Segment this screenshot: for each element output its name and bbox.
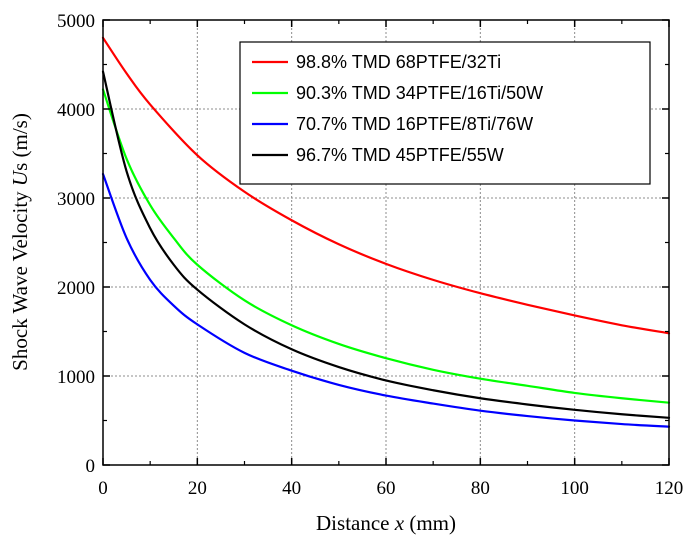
- x-tick-label: 100: [560, 478, 589, 499]
- x-tick-label: 40: [282, 478, 301, 499]
- series-lines: [101, 36, 671, 428]
- y-tick-label: 3000: [57, 189, 95, 210]
- y-axis-label: Shock Wave Velocity Us (m/s): [8, 113, 32, 371]
- x-tick-label: 120: [655, 478, 684, 499]
- x-tick-label: 80: [471, 478, 490, 499]
- axis-ticks: [102, 19, 670, 466]
- series-line-3: [101, 172, 671, 428]
- x-tick-label: 0: [98, 478, 108, 499]
- legend-label-4: 96.7% TMD 45PTFE/55W: [296, 145, 504, 165]
- x-tick-label: 60: [377, 478, 396, 499]
- x-tick-label: 20: [188, 478, 207, 499]
- series-line-4: [101, 70, 671, 419]
- legend-box: [239, 41, 651, 185]
- legend-label-3: 70.7% TMD 16PTFE/8Ti/76W: [296, 114, 533, 134]
- x-axis-label: Distance x (mm): [316, 511, 456, 535]
- tick-labels: 0 20 40 60 80 100 120 0 1000 2000 3000 4000 5000: [57, 11, 683, 499]
- y-tick-label: 0: [86, 456, 96, 477]
- legend-label-2: 90.3% TMD 34PTFE/16Ti/50W: [296, 83, 543, 103]
- y-tick-label: 4000: [57, 100, 95, 121]
- series-line-1: [101, 36, 671, 335]
- y-tick-label: 2000: [57, 278, 95, 299]
- y-tick-label: 1000: [57, 367, 95, 388]
- legend-label-1: 98.8% TMD 68PTFE/32Ti: [296, 52, 501, 72]
- series-line-2: [101, 88, 671, 404]
- legend: 98.8% TMD 68PTFE/32Ti 90.3% TMD 34PTFE/16…: [239, 41, 651, 185]
- y-tick-label: 5000: [57, 11, 95, 32]
